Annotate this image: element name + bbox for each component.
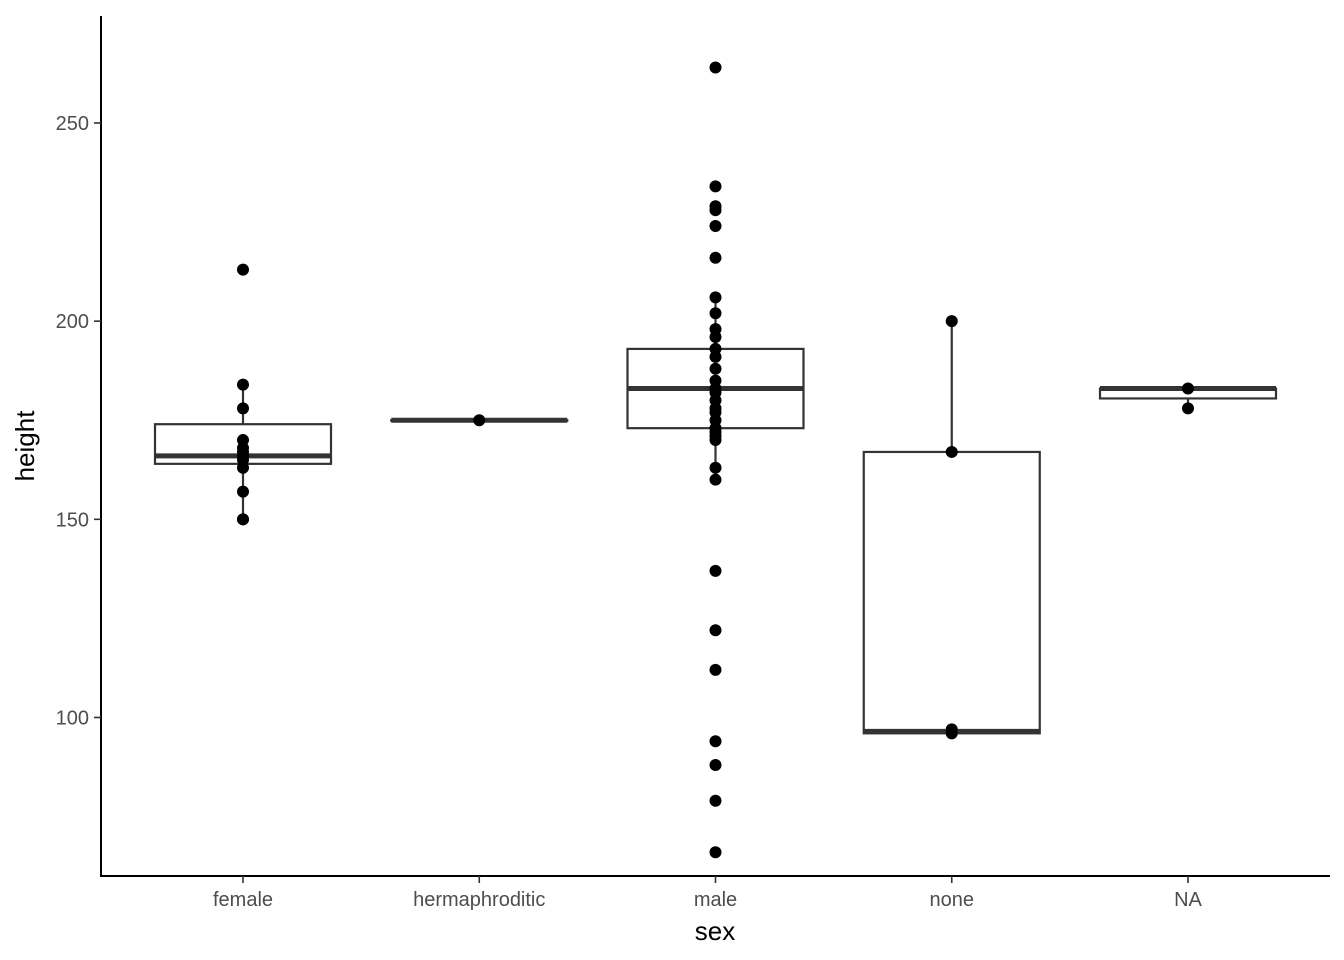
y-tick-label: 150 [56,509,89,531]
data-point [709,350,722,363]
data-point [237,378,249,391]
data-point [945,315,958,328]
x-tick-label: hermaphroditic [413,889,545,911]
y-tick-label: 100 [56,707,89,729]
iqr-box [862,450,1041,735]
x-axis-ticks: female hermaphroditic male none NA [213,876,1203,911]
data-point [473,414,486,427]
data-point [1182,402,1194,415]
data-point [709,461,722,474]
y-axis-title: height [10,410,40,482]
data-point [237,513,249,526]
data-point [709,759,722,772]
data-point [709,663,722,676]
data-point [709,331,722,344]
data-point [945,727,958,740]
data-point [709,291,722,304]
x-tick-label: NA [1174,889,1202,911]
data-point [237,402,249,415]
data-point [709,307,722,320]
data-point [709,564,722,577]
data-point [709,251,722,264]
box-group-none [862,321,1041,735]
data-point [709,624,722,637]
data-point [709,434,722,447]
data-point [709,794,722,807]
x-tick-label: female [213,889,273,911]
data-point [1182,382,1194,395]
data-point [709,220,722,233]
data-point [709,362,722,375]
data-point [709,180,722,193]
y-tick-label: 200 [56,311,89,333]
data-point [709,204,722,217]
data-point [709,846,722,859]
plot-area [153,61,1278,859]
y-tick-label: 250 [56,113,89,135]
x-tick-label: none [930,889,975,911]
data-point [237,461,249,474]
x-axis-title: sex [695,916,735,946]
data-point [945,445,958,458]
y-axis-ticks: 100 150 200 250 [56,113,101,729]
data-point [709,473,722,486]
data-point [709,735,722,748]
data-point [237,485,249,498]
data-point [237,263,249,276]
x-tick-label: male [694,889,737,911]
data-point [709,61,722,74]
